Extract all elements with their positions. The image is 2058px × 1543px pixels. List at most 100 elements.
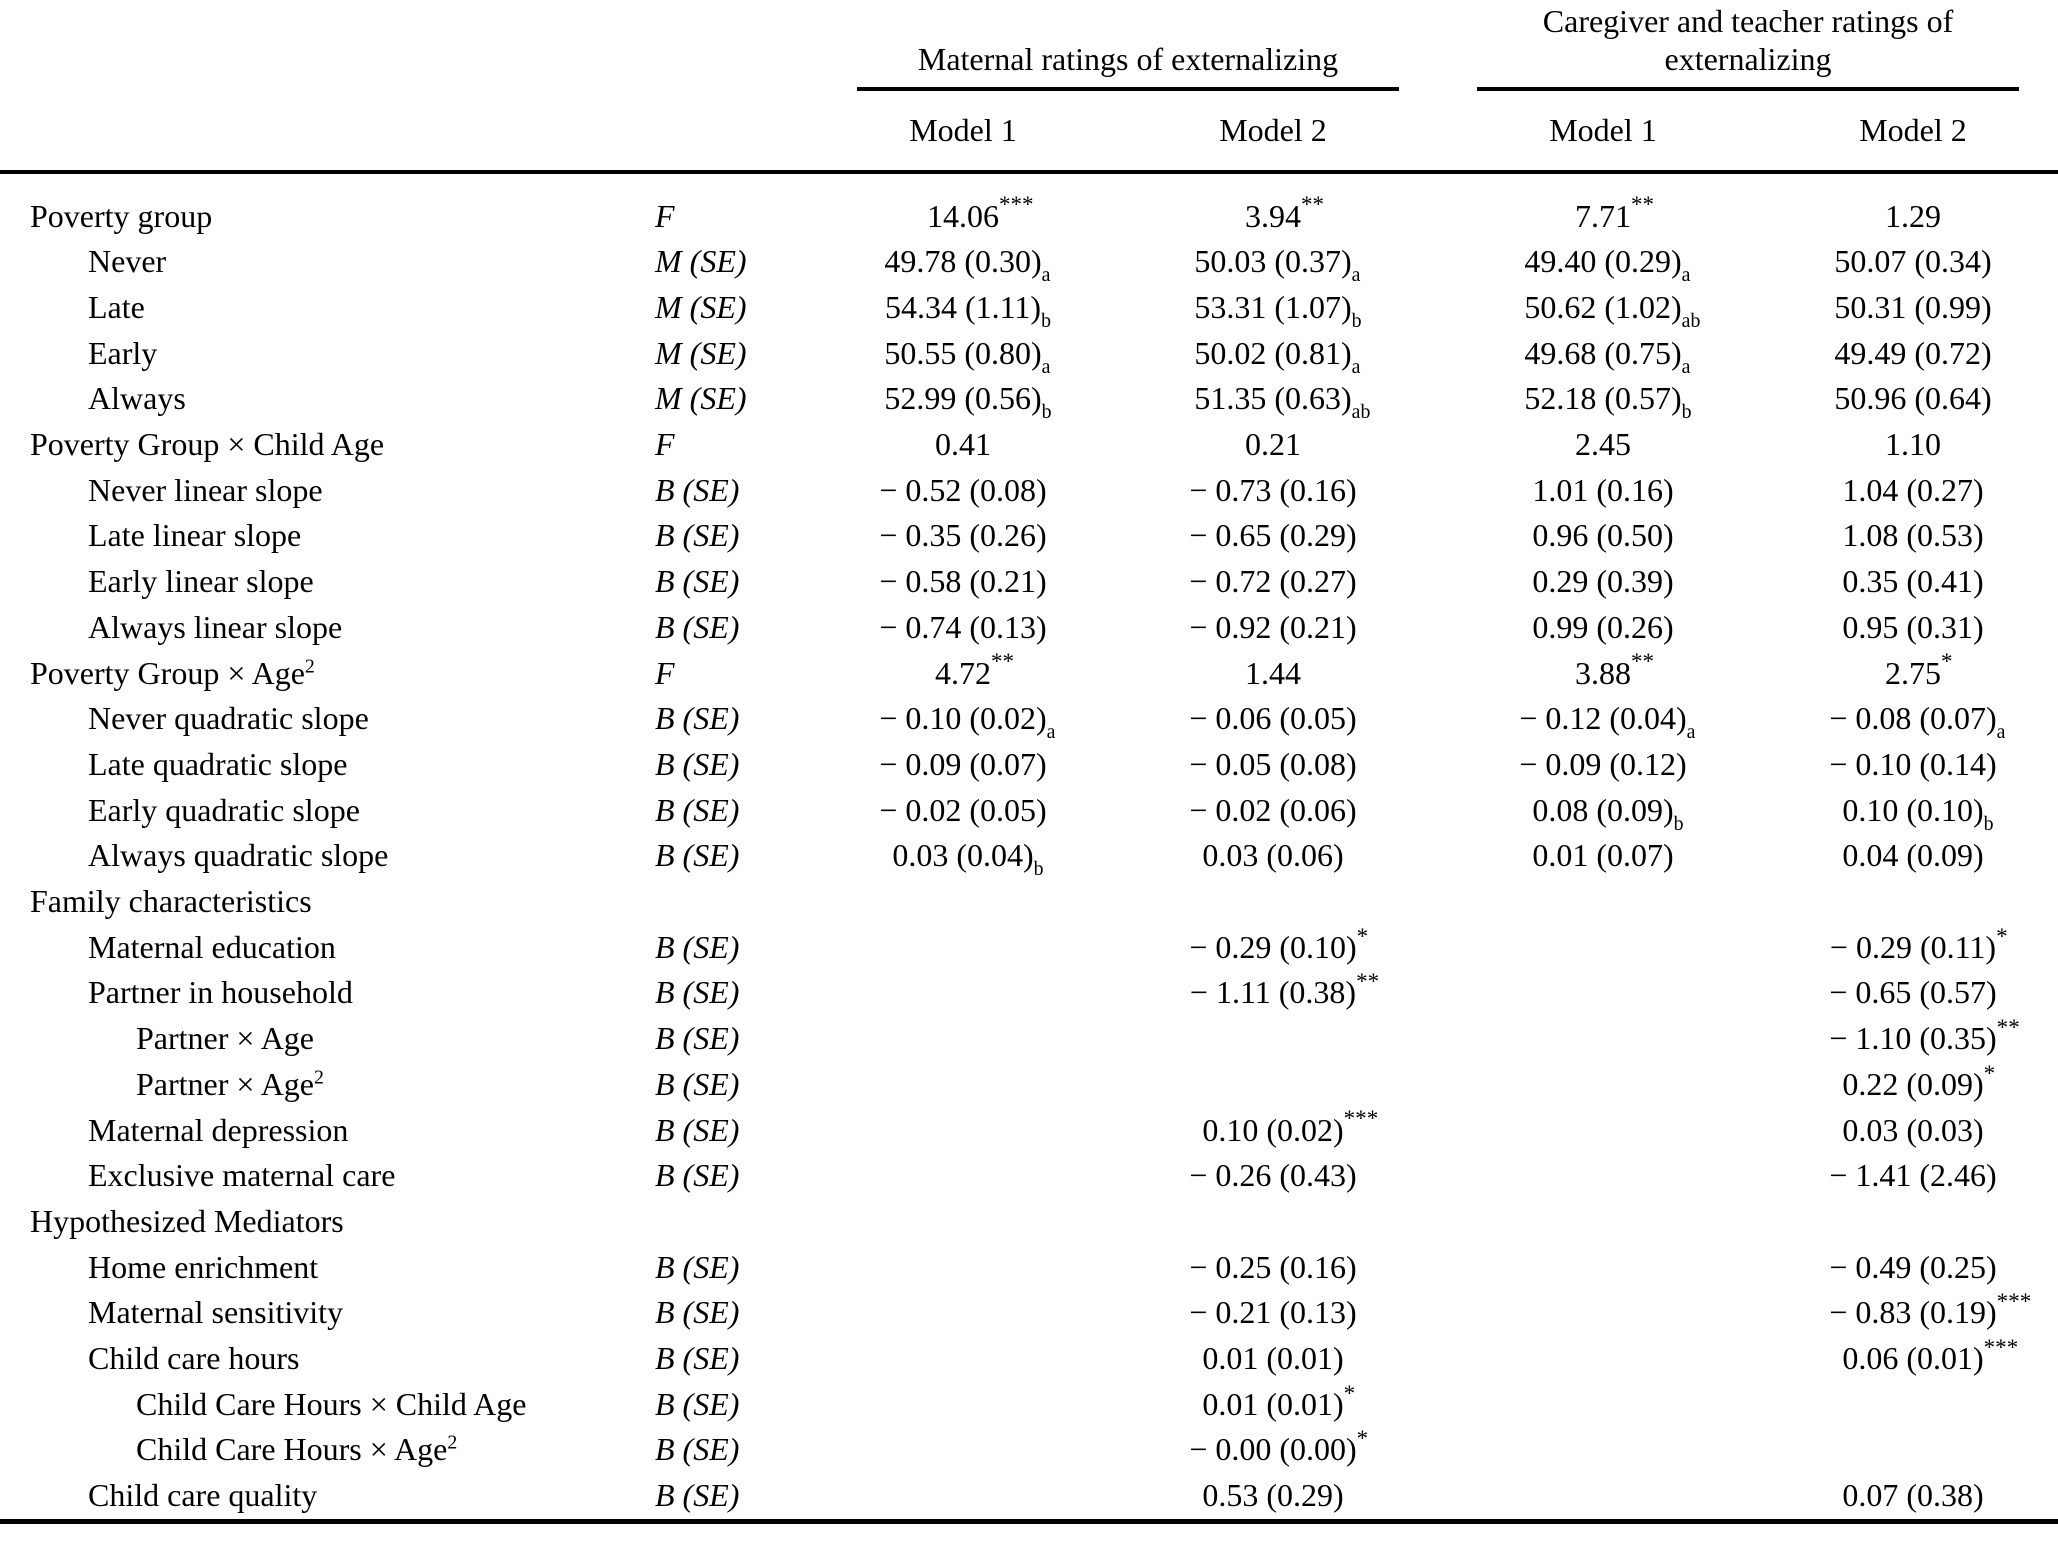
column-group-caregiver-label: Caregiver and teacher ratings of externa… [1477, 3, 2019, 91]
cell-maternal-model2 [1108, 1199, 1438, 1245]
cell-maternal-model1: − 0.10 (0.02) a [879, 700, 1056, 744]
row-label: Child Care Hours × Age2 [136, 1431, 458, 1468]
cell-caregiver-model2: − 0.83 (0.19) *** [1829, 1288, 2032, 1331]
row-stat-type: B (SE) [655, 1385, 740, 1422]
column-group-maternal-label: Maternal ratings of externalizing [857, 41, 1399, 91]
cell-caregiver-model2: 1.04 (0.27) [1842, 471, 1984, 508]
row-label: Never linear slope [88, 471, 323, 508]
cell-maternal-model2: − 0.26 (0.43) [1189, 1157, 1357, 1194]
row-stat-type: M (SE) [655, 288, 747, 325]
row-label: Poverty Group × Age2 [30, 654, 315, 691]
cell-maternal-model2: 0.53 (0.29) [1202, 1477, 1344, 1514]
cell-caregiver-model2: 1.29 [1885, 197, 1941, 234]
row-label: Home enrichment [88, 1248, 319, 1285]
cell-maternal-model2: 0.03 (0.06) [1202, 837, 1344, 874]
table-row: Home enrichment B (SE) − 0.25 (0.16) − 0… [0, 1245, 2058, 1291]
cell-maternal-model2: − 0.00 (0.00) * [1189, 1425, 1369, 1468]
cell-maternal-model1: − 0.35 (0.26) [879, 517, 1047, 554]
cell-caregiver-model1 [1438, 1245, 1768, 1291]
cell-maternal-model1 [818, 970, 1108, 1016]
cell-caregiver-model1 [1438, 1062, 1768, 1108]
row-stat-type: B (SE) [655, 1111, 740, 1148]
cell-maternal-model1: 14.06 *** [927, 191, 1034, 234]
row-stat-type: M (SE) [655, 243, 747, 280]
cell-maternal-model1: − 0.74 (0.13) [879, 608, 1047, 645]
table-row: Family characteristics [0, 879, 2058, 925]
table-row: Poverty group F 14.06 *** 3.94 ** 7.71 ** 1… [0, 172, 2058, 240]
cell-caregiver-model1: 0.08 (0.09) b [1532, 791, 1684, 835]
table-row: Late quadratic slope B (SE) − 0.09 (0.07… [0, 742, 2058, 788]
cell-caregiver-model1 [1438, 1427, 1768, 1473]
row-label: Exclusive maternal care [88, 1157, 396, 1194]
cell-caregiver-model2 [1768, 1199, 2058, 1245]
table-row: Late M (SE) 54.34 (1.11) b 53.31 (1.07) b … [0, 285, 2058, 331]
table-row: Maternal depression B (SE) 0.10 (0.02) **… [0, 1105, 2058, 1154]
cell-maternal-model2: 0.10 (0.02) *** [1202, 1105, 1379, 1148]
cell-caregiver-model1 [1438, 879, 1768, 925]
cell-caregiver-model1 [1438, 1336, 1768, 1382]
row-stat-type: B (SE) [655, 1020, 740, 1057]
cell-maternal-model2: 0.21 [1245, 426, 1301, 463]
cell-maternal-model1 [818, 1153, 1108, 1199]
cell-maternal-model2: 53.31 (1.07) b [1194, 288, 1362, 332]
cell-caregiver-model1 [1438, 1290, 1768, 1336]
cell-maternal-model2: − 1.11 (0.38) ** [1189, 968, 1380, 1011]
cell-caregiver-model1 [1438, 925, 1768, 971]
cell-caregiver-model2: − 0.49 (0.25) [1829, 1248, 1997, 1285]
header-caregiver-model1: Model 1 [1438, 91, 1768, 174]
row-stat-type: M (SE) [655, 380, 747, 417]
cell-maternal-model2 [1108, 1016, 1438, 1062]
header-empty-label [0, 91, 622, 174]
cell-caregiver-model1 [1438, 970, 1768, 1016]
cell-maternal-model2: − 0.72 (0.27) [1189, 563, 1357, 600]
cell-caregiver-model1: 52.18 (0.57) b [1524, 380, 1692, 424]
cell-caregiver-model2: 49.49 (0.72) [1834, 334, 1992, 371]
row-stat-type [622, 879, 818, 925]
row-label: Family characteristics [30, 883, 312, 920]
cell-caregiver-model1: 49.68 (0.75) a [1524, 334, 1691, 378]
cell-caregiver-model2: 1.08 (0.53) [1842, 517, 1984, 554]
row-stat-type: B (SE) [655, 745, 740, 782]
row-label: Maternal sensitivity [88, 1294, 344, 1331]
row-label: Early quadratic slope [88, 791, 360, 828]
row-label: Late quadratic slope [88, 745, 348, 782]
cell-caregiver-model2: 0.03 (0.03) [1842, 1111, 1984, 1148]
table-row: Never M (SE) 49.78 (0.30) a 50.03 (0.37) a… [0, 239, 2058, 285]
table-row: Hypothesized Mediators [0, 1199, 2058, 1245]
cell-caregiver-model2: 1.10 [1885, 426, 1941, 463]
cell-caregiver-model2: 0.22 (0.09) * [1842, 1059, 1996, 1102]
cell-maternal-model1: 52.99 (0.56) b [884, 380, 1052, 424]
cell-caregiver-model2 [1768, 1382, 2058, 1428]
cell-maternal-model1 [818, 1108, 1108, 1154]
cell-caregiver-model2: 0.04 (0.09) [1842, 837, 1984, 874]
cell-maternal-model1: − 0.58 (0.21) [879, 563, 1047, 600]
table-row: Early quadratic slope B (SE) − 0.02 (0.0… [0, 788, 2058, 834]
row-stat-type: B (SE) [655, 837, 740, 874]
cell-maternal-model1 [818, 1473, 1108, 1521]
table-row: Poverty Group × Age2 F 4.72 ** 1.44 3.88 *… [0, 648, 2058, 697]
cell-caregiver-model2: − 0.10 (0.14) [1829, 745, 1997, 782]
cell-caregiver-model2: − 0.65 (0.57) [1829, 974, 1997, 1011]
table-row: Partner in household B (SE) − 1.11 (0.38… [0, 970, 2058, 1016]
cell-caregiver-model1: 3.88 ** [1575, 648, 1655, 691]
cell-caregiver-model1: 0.96 (0.50) [1532, 517, 1674, 554]
table-row: Child Care Hours × Child Age B (SE) 0.01… [0, 1381, 2058, 1428]
row-stat-type: B (SE) [655, 928, 740, 965]
row-label: Early [88, 334, 158, 371]
row-stat-type: B (SE) [655, 1294, 740, 1331]
cell-maternal-model2: 3.94 ** [1245, 191, 1325, 234]
header-empty-label [0, 0, 622, 92]
cell-caregiver-model1 [1438, 1473, 1768, 1521]
cell-caregiver-model1 [1438, 1199, 1768, 1245]
row-stat-type: B (SE) [655, 1431, 740, 1468]
row-stat-type [622, 1199, 818, 1245]
cell-maternal-model1 [818, 879, 1108, 925]
cell-maternal-model1: 54.34 (1.11) b [884, 288, 1051, 332]
cell-maternal-model1: − 0.52 (0.08) [879, 471, 1047, 508]
cell-maternal-model2: − 0.25 (0.16) [1189, 1248, 1357, 1285]
row-stat-type: B (SE) [655, 1248, 740, 1285]
table-row: Partner × Age B (SE) − 1.10 (0.35) ** [0, 1015, 2058, 1062]
cell-maternal-model1 [818, 1427, 1108, 1473]
